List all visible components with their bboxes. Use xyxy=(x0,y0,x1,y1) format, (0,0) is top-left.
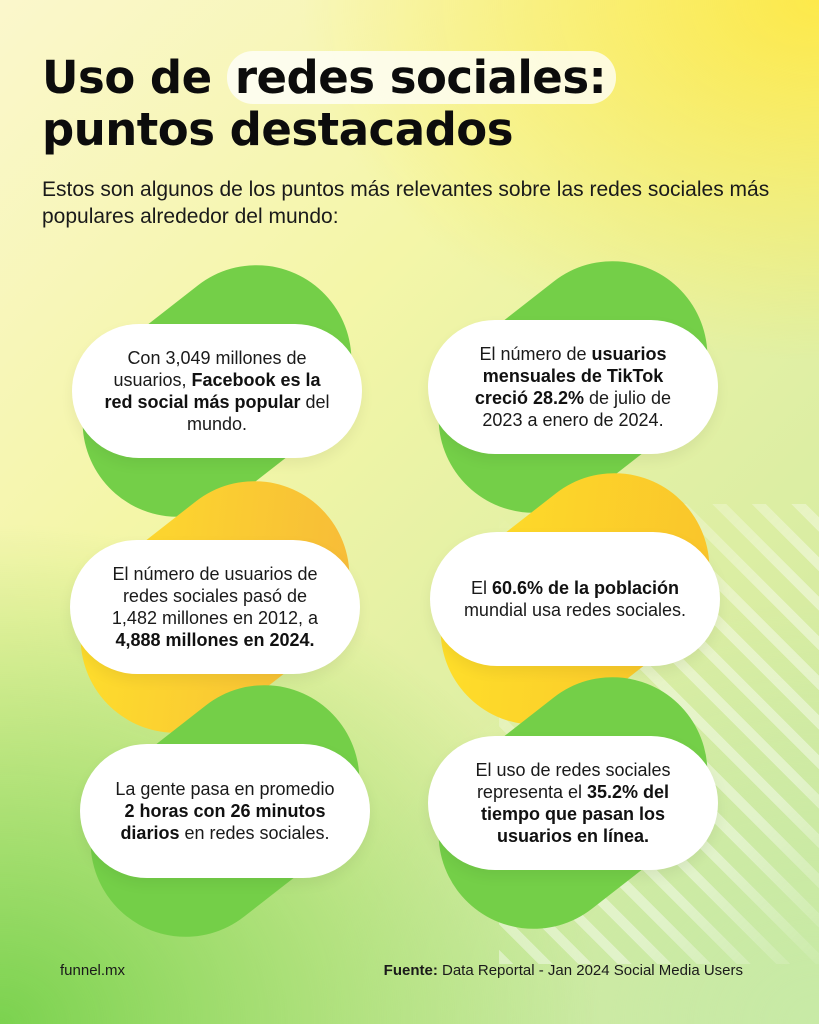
card-text: El número de usuarios mensuales de TikTo… xyxy=(428,320,718,454)
card-text-bold: 2 horas con 26 minutos diarios xyxy=(120,801,326,843)
card-text: El uso de redes sociales representa el 3… xyxy=(428,736,718,870)
title-line2: puntos destacados xyxy=(42,103,514,156)
card-text-bold: usuarios mensuales de TikTok creció 28.2… xyxy=(474,344,667,408)
card-text: Con 3,049 millones de usuarios, Facebook… xyxy=(72,324,362,458)
fact-card-tiktok: El número de usuarios mensuales de TikTo… xyxy=(400,222,746,552)
card-text-bold: 4,888 millones en 2024. xyxy=(115,630,315,650)
card-text-regular: Con 3,049 millones de usuarios, xyxy=(113,348,307,390)
card-text: La gente pasa en promedio 2 horas con 26… xyxy=(80,744,370,878)
card-text-regular: El número de usuarios de redes sociales … xyxy=(111,564,319,628)
card-text-regular: en redes sociales. xyxy=(179,823,330,843)
card-text-regular: mundial usa redes sociales. xyxy=(463,600,687,620)
card-paragraph: El 60.6% de la población mundial usa red… xyxy=(458,577,692,621)
card-paragraph: El uso de redes sociales representa el 3… xyxy=(456,759,690,847)
card-text-regular: El número de xyxy=(479,344,592,364)
page-subtitle: Estos son algunos de los puntos más rele… xyxy=(42,178,770,228)
card-text-regular: La gente pasa en promedio xyxy=(115,779,335,799)
title-line1-pre: Uso de xyxy=(42,51,212,104)
source-citation: Fuente: Data Reportal - Jan 2024 Social … xyxy=(384,962,743,979)
fact-card-online-share: El uso de redes sociales representa el 3… xyxy=(400,638,746,968)
card-paragraph: La gente pasa en promedio 2 horas con 26… xyxy=(108,778,342,844)
card-text-regular: El xyxy=(470,578,492,598)
card-text-bold: 35.2% del tiempo que pasan los usuarios … xyxy=(480,782,670,846)
card-paragraph: El número de usuarios mensuales de TikTo… xyxy=(456,343,690,431)
card-paragraph: Con 3,049 millones de usuarios, Facebook… xyxy=(100,347,334,435)
source-text: Data Reportal - Jan 2024 Social Media Us… xyxy=(437,962,743,979)
card-text: El número de usuarios de redes sociales … xyxy=(70,540,360,674)
fact-card-time-spent: La gente pasa en promedio 2 horas con 26… xyxy=(52,646,398,976)
card-text-regular: del mundo. xyxy=(186,392,330,434)
card-text-bold: 60.6% de la población xyxy=(491,578,680,598)
card-text-bold: Facebook es la red social más popular xyxy=(104,370,321,412)
card-paragraph: El número de usuarios de redes sociales … xyxy=(98,563,332,651)
card-text-regular: de julio de 2023 a enero de 2024. xyxy=(482,388,672,430)
fact-card-facebook: Con 3,049 millones de usuarios, Facebook… xyxy=(44,226,390,556)
card-text: El 60.6% de la población mundial usa red… xyxy=(430,532,720,666)
card-text-regular: El uso de redes sociales representa el xyxy=(475,760,671,802)
source-label: Fuente: xyxy=(383,962,438,979)
page-title: Uso de redes sociales: puntos destacados xyxy=(42,51,617,156)
brand-label: funnel.mx xyxy=(60,962,126,979)
fact-card-users-growth: El número de usuarios de redes sociales … xyxy=(42,442,388,772)
fact-card-population: El 60.6% de la población mundial usa red… xyxy=(402,434,748,764)
title-highlight: redes sociales: xyxy=(226,51,617,104)
